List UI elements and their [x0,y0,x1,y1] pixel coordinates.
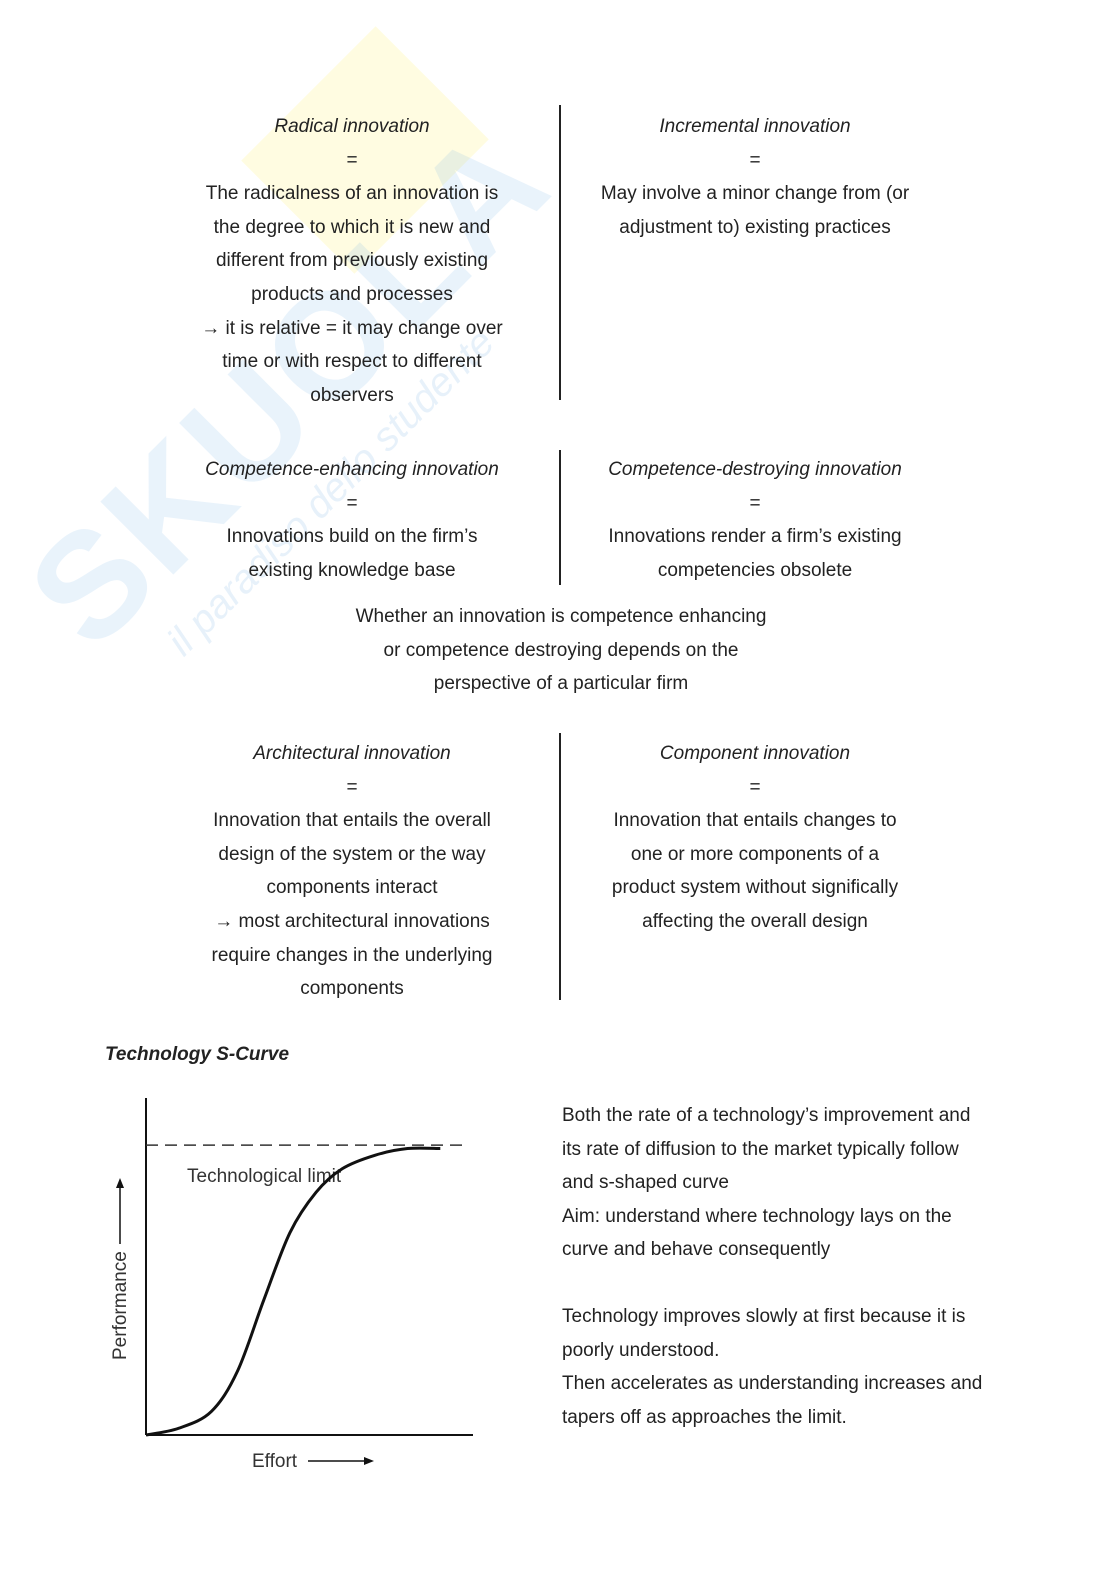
text-line: time or with respect to different [222,351,482,373]
equals-sign: = [749,149,761,171]
incremental-innovation-block: Incremental innovation = May involve a min… [555,110,955,244]
text-line: May involve a minor change from (or [600,183,910,205]
radical-innovation-block: Radical innovation = The radicalness of an… [152,110,552,412]
x-axis-arrowhead-icon [364,1457,374,1465]
text-line: Innovation that entails the overall [213,810,491,832]
section-heading: Technology S-Curve [105,1044,290,1065]
text-line: components [300,978,404,1000]
text-line: Innovations build on the firm’s [226,526,478,548]
text-line: The radicalness of an innovation is [205,183,499,205]
text-line: observers [310,384,394,406]
text-line: its rate of diffusion to the market typi… [562,1138,959,1160]
text-line: tapers off as approaches the limit. [562,1406,847,1428]
column-divider [559,733,561,1000]
text-line: one or more components of a [630,843,880,865]
text-line: require changes in the underlying [211,944,493,966]
text-line: Technology improves slowly at first beca… [562,1306,966,1327]
equals-sign: = [346,776,358,798]
technological-limit-label: Technological limit [187,1166,342,1187]
text-line: the degree to which it is new and [213,216,491,238]
block-title: Competence-destroying innovation [608,459,902,480]
block-title: Architectural innovation [253,743,451,764]
equals-sign: = [749,776,761,798]
s-curve-explanation: Technology improves slowly at first beca… [562,1300,1042,1434]
competence-note: Whether an innovation is competence enha… [261,600,861,701]
text-line: design of the system or the way [218,843,486,865]
text-line: Whether an innovation is competence enha… [355,606,767,627]
competence-destroying-block: Competence-destroying innovation = Innovat… [555,453,955,587]
text-line: poorly understood. [562,1339,720,1361]
text-line: competencies obsolete [657,559,853,581]
y-axis-label: Performance [110,1251,131,1360]
y-axis-arrowhead-icon [116,1178,124,1188]
s-curve-series [145,1146,441,1437]
text-line: different from previously existing [215,250,489,272]
text-line: Aim: understand where technology lays on… [562,1205,952,1227]
text-line: components interact [266,877,438,899]
architectural-innovation-block: Architectural innovation = Innovation that… [152,737,552,1006]
text-line: perspective of a particular firm [433,673,689,695]
competence-enhancing-block: Competence-enhancing innovation = Innovati… [152,453,552,587]
x-axis-label: Effort [252,1451,298,1472]
s-curve-chart: Technological limit Effort Performance [110,1098,473,1472]
equals-sign: = [346,492,358,514]
block-title: Radical innovation [274,116,430,137]
block-title: Incremental innovation [659,116,851,137]
text-line: products and processes [251,283,453,305]
text-line: adjustment to) existing practices [619,216,891,238]
text-line: Innovations render a firm’s existing [608,526,902,548]
text-line: and s-shaped curve [562,1172,729,1194]
text-line: → it is relative = it may change over [201,317,503,339]
text-line: curve and behave consequently [562,1239,831,1261]
block-title: Competence-enhancing innovation [205,459,499,480]
component-innovation-block: Component innovation = Innovation that ent… [555,737,955,939]
column-divider [559,450,561,585]
text-line: product system without significally [611,877,899,899]
text-line: existing knowledge base [248,559,456,581]
block-title: Component innovation [659,743,851,764]
text-line: → most architectural innovations [214,910,490,932]
text-line: affecting the overall design [642,910,868,932]
text-line: Then accelerates as understanding increa… [562,1373,983,1395]
text-line: Both the rate of a technology’s improvem… [562,1105,971,1126]
equals-sign: = [346,149,358,171]
column-divider [559,105,561,400]
s-curve-description: Both the rate of a technology’s improvem… [562,1099,1042,1267]
text-line: or competence destroying depends on the [383,639,739,661]
equals-sign: = [749,492,761,514]
text-line: Innovation that entails changes to [613,810,897,832]
